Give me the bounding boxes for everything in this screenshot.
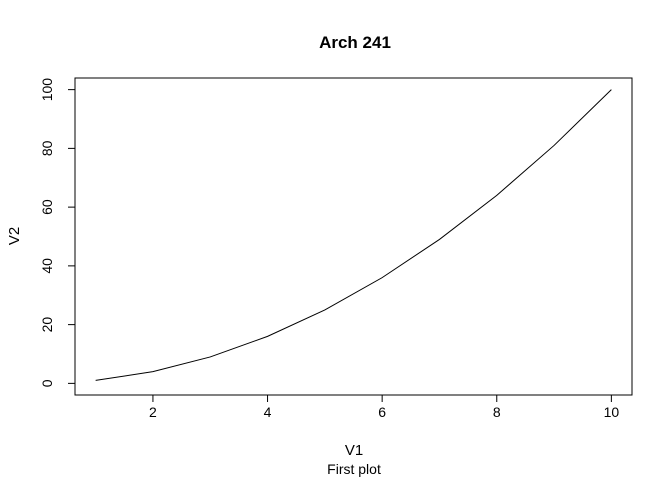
y-tick-label: 40 [39, 258, 55, 274]
x-tick-label: 10 [604, 404, 620, 420]
x-tick-label: 6 [378, 404, 386, 420]
y-tick-label: 20 [39, 317, 55, 333]
x-tick-label: 2 [149, 404, 157, 420]
chart-subtitle: First plot [327, 461, 381, 477]
plot-frame [74, 77, 633, 396]
x-axis: 2 4 6 8 10 [149, 394, 620, 420]
y-tick-label: 100 [39, 78, 55, 102]
y-axis-label: V2 [6, 227, 23, 245]
y-tick-label: 60 [39, 199, 55, 215]
chart-title: Arch 241 [319, 33, 391, 52]
x-tick-label: 8 [493, 404, 501, 420]
y-tick-label: 80 [39, 140, 55, 156]
series-group [95, 89, 612, 381]
x-tick-label: 4 [264, 404, 272, 420]
x-axis-label: V1 [345, 442, 363, 459]
y-tick-label: 0 [39, 379, 55, 387]
y-axis: 0 20 40 60 80 100 [39, 78, 76, 387]
series-line-1 [95, 89, 612, 381]
